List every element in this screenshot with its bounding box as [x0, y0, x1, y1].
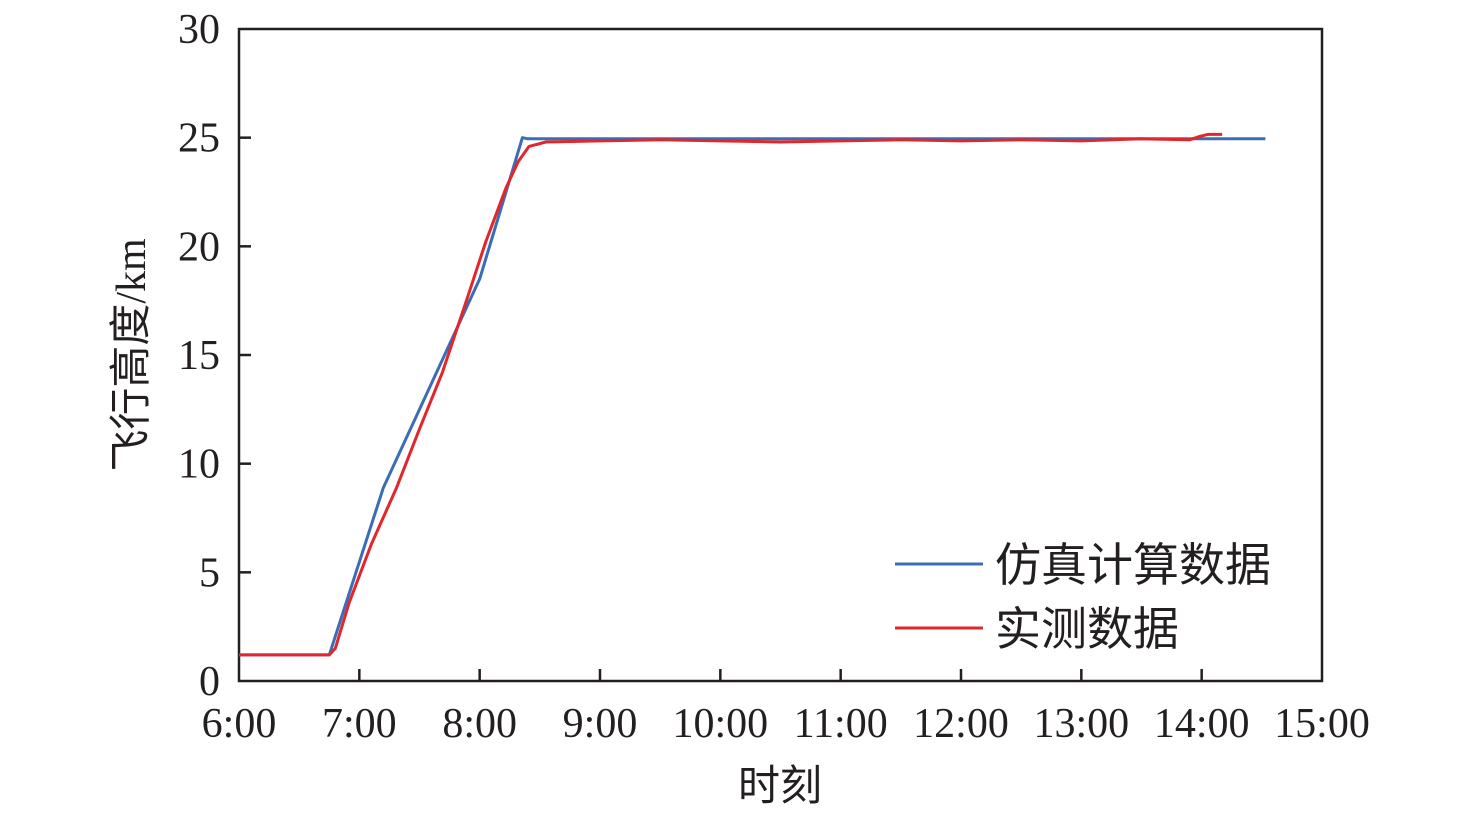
x-tick-label: 7:00 [322, 701, 397, 747]
x-tick-label: 14:00 [1154, 701, 1250, 747]
y-tick-label: 30 [178, 7, 220, 53]
x-tick-label: 8:00 [442, 701, 517, 747]
x-tick-label: 15:00 [1274, 701, 1370, 747]
y-tick-label: 0 [199, 659, 220, 705]
x-axis: 6:00 7:00 8:00 9:00 10:00 11:00 12:00 13:00 14:0… [202, 669, 1370, 747]
y-tick-label: 15 [178, 333, 220, 379]
legend-label-measured: 实测数据 [995, 604, 1179, 655]
x-tick-label: 6:00 [202, 701, 277, 747]
x-axis-label: 时刻 [738, 764, 822, 810]
y-tick-label: 25 [178, 116, 220, 162]
series-lines [239, 132, 1266, 657]
y-tick-label: 20 [178, 224, 220, 270]
series-line-measured [239, 132, 1223, 657]
x-tick-label: 10:00 [672, 701, 768, 747]
y-axis-label: 飞行高度/km [109, 238, 155, 472]
legend-label-simulated: 仿真计算数据 [995, 540, 1271, 591]
legend: 仿真计算数据 实测数据 [895, 540, 1271, 655]
x-tick-label: 12:00 [913, 701, 1009, 747]
x-tick-label: 13:00 [1033, 701, 1129, 747]
x-tick-label: 9:00 [563, 701, 638, 747]
y-tick-label: 5 [199, 550, 220, 596]
y-axis: 0 5 10 15 20 25 30 [178, 7, 251, 705]
y-tick-label: 10 [178, 442, 220, 488]
x-tick-label: 11:00 [794, 701, 888, 747]
